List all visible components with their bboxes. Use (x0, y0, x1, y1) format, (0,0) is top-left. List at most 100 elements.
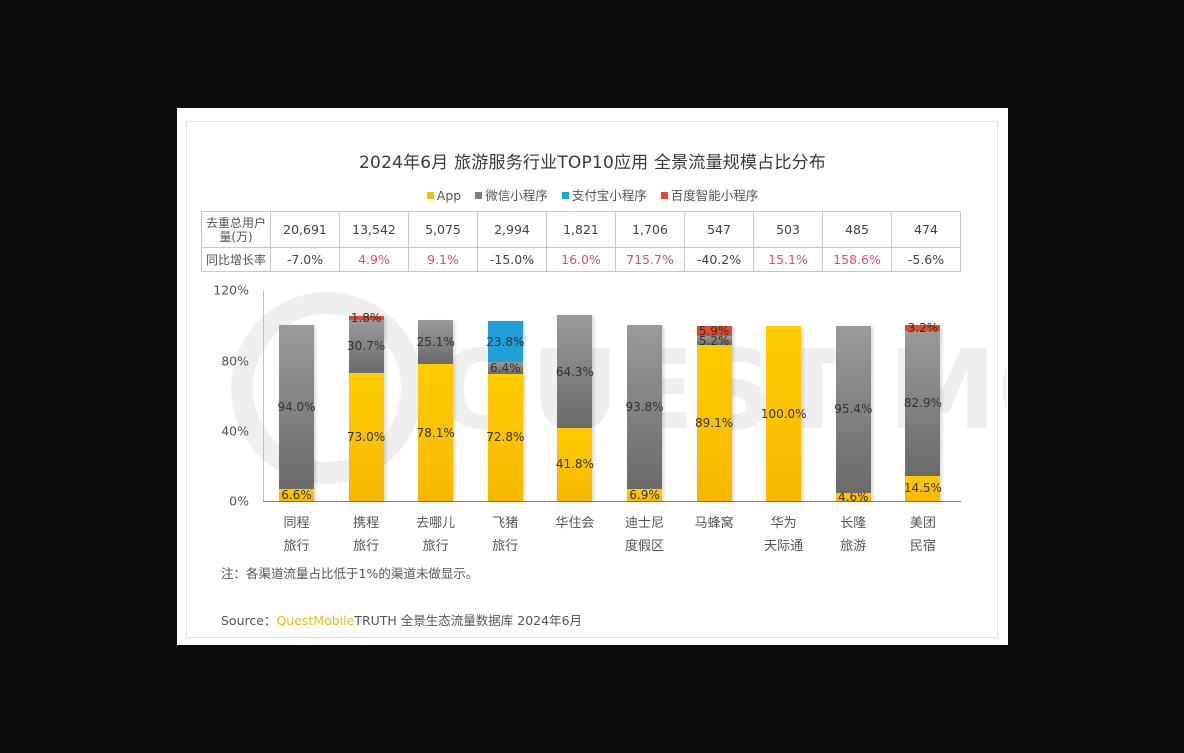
app-segment: 78.1% (416, 364, 455, 501)
x-category-label: 美团 民宿 (909, 516, 936, 554)
wechat-segment: 6.4% (487, 361, 523, 376)
stats-table: 去重总用户量(万) 20,691 13,542 5,075 2,994 1,82… (201, 211, 961, 272)
growth-cell: -40.2% (684, 247, 754, 272)
growth-cell: 715.7% (615, 247, 685, 272)
wechat-segment: 94.0% (277, 324, 316, 490)
data-label: 5.9% (698, 323, 730, 338)
bar-3: 78.1% 25.1% (416, 320, 455, 501)
y-tick: 120% (213, 282, 249, 298)
y-tick: 0% (229, 493, 249, 509)
users-cell: 13,542 (339, 211, 409, 248)
x-axis (263, 501, 961, 502)
growth-cell: 158.6% (822, 247, 892, 272)
users-cell: 1,706 (615, 211, 685, 248)
data-label: 1.8% (350, 310, 382, 325)
users-cell: 547 (684, 211, 754, 248)
growth-cell: -7.0% (270, 247, 340, 272)
wechat-segment: 93.8% (625, 324, 664, 489)
data-label: 73.0% (347, 430, 386, 445)
chart-title: 2024年6月 旅游服务行业TOP10应用 全景流量规模占比分布 (359, 153, 826, 173)
growth-row-header: 同比增长率 (201, 247, 271, 272)
data-label: 78.1% (416, 425, 455, 440)
users-row: 去重总用户量(万) 20,691 13,542 5,075 2,994 1,82… (201, 211, 961, 248)
app-segment: 6.6% (279, 488, 314, 502)
app-segment: 6.9% (627, 488, 662, 502)
growth-cell: 16.0% (546, 247, 616, 272)
data-label: 93.8% (625, 399, 664, 414)
legend-item-baidu: 百度智能小程序 (660, 185, 758, 204)
legend-item-app: App (426, 188, 461, 203)
growth-cell: -5.6% (891, 247, 961, 272)
data-label: 41.8% (555, 457, 594, 472)
source-brand: QuestMobile (276, 613, 355, 628)
wechat-segment: 30.7% (347, 319, 386, 374)
bar-2: 73.0% 30.7% 1.8% (347, 311, 386, 501)
chart-legend: App 微信小程序 支付宝小程序 百度智能小程序 (177, 185, 1008, 204)
users-cell: 1,821 (546, 211, 616, 248)
users-cell: 474 (891, 211, 961, 248)
data-label: 30.7% (347, 339, 386, 354)
x-category-label: 长隆 旅游 (840, 516, 867, 554)
x-category-label: 同程 旅行 (283, 516, 310, 554)
data-label: 5.2% (698, 333, 730, 348)
x-category-label: 马蜂窝 (694, 516, 734, 531)
data-label: 25.1% (416, 335, 455, 350)
legend-swatch (426, 192, 434, 199)
app-segment: 89.1% (695, 345, 733, 501)
legend-swatch (475, 192, 483, 199)
data-label: 72.8% (486, 430, 525, 445)
data-label: 94.0% (277, 400, 316, 415)
plot-area: 120% 80% 40% 0% 6.6% 94.0% 73.0% 30.7% 1.8% 7… (213, 283, 961, 509)
data-label: 14.5% (903, 481, 942, 496)
x-category-label: 迪士尼 度假区 (624, 516, 664, 554)
users-cell: 5,075 (408, 211, 478, 248)
growth-cell: 9.1% (408, 247, 478, 272)
baidu-segment: 5.9% (696, 323, 732, 338)
users-cell: 485 (822, 211, 892, 248)
data-label: 3.2% (907, 320, 939, 335)
alipay-segment: 23.8% (486, 320, 525, 363)
app-segment: 4.6% (835, 489, 871, 504)
wechat-segment: 5.2% (696, 333, 732, 348)
data-label: 23.8% (486, 334, 525, 349)
growth-cell: 4.9% (339, 247, 409, 272)
data-label: 82.9% (903, 396, 942, 411)
y-tick: 40% (221, 423, 249, 439)
legend-item-alipay: 支付宝小程序 (561, 185, 647, 204)
wechat-segment: 82.9% (903, 330, 942, 476)
bar-4: 72.8% 6.4% 23.8% (486, 320, 525, 501)
chart-frame (186, 121, 998, 638)
chart-card: QUEST MOBILE 2024年6月 旅游服务行业TOP10应用 全景流量规… (177, 108, 1008, 645)
y-tick: 80% (221, 353, 249, 369)
wechat-segment: 64.3% (555, 315, 594, 428)
data-label: 6.4% (490, 361, 521, 376)
x-category-label: 去哪儿 旅行 (416, 516, 456, 554)
bar-5: 41.8% 64.3% (555, 315, 594, 501)
users-cell: 2,994 (477, 211, 547, 248)
bar-1: 6.6% 94.0% (277, 324, 316, 502)
bar-7: 89.1% 5.2% 5.9% (695, 323, 733, 501)
x-category-label: 华为 天际通 (764, 516, 804, 554)
data-label: 4.6% (838, 489, 869, 504)
growth-cell: 15.1% (753, 247, 823, 272)
wechat-segment: 95.4% (834, 326, 873, 493)
data-label: 100.0% (760, 406, 807, 421)
data-label: 95.4% (834, 402, 873, 417)
app-segment: 14.5% (903, 475, 942, 501)
legend-swatch (660, 192, 668, 199)
legend-swatch (561, 192, 569, 199)
baidu-segment: 3.2% (905, 321, 941, 335)
users-cell: 20,691 (270, 211, 340, 248)
growth-cell: -15.0% (477, 247, 547, 272)
bar-6: 6.9% 93.8% (625, 324, 664, 502)
bar-10: 14.5% 82.9% 3.2% (903, 321, 942, 501)
app-segment: 73.0% (347, 373, 386, 501)
x-category-label: 飞猪 旅行 (492, 516, 519, 554)
x-category-label: 华住会 (555, 516, 595, 531)
bar-9: 4.6% 95.4% (834, 326, 873, 504)
app-segment: 100.0% (761, 326, 807, 501)
data-label: 64.3% (555, 364, 594, 379)
users-cell: 503 (753, 211, 823, 248)
baidu-segment: 1.8% (348, 311, 384, 325)
source-line: Source：QuestMobileTRUTH 全景生态流量数据库 2024年6… (221, 613, 583, 628)
